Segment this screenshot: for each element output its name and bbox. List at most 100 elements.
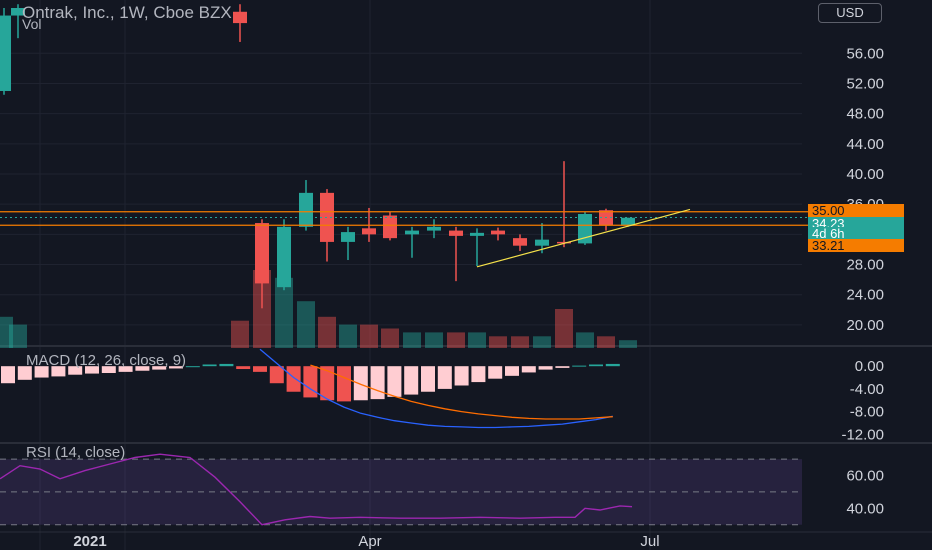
volume-bar [468,332,486,348]
rsi-band [0,458,802,526]
macd-histogram-bar [370,366,385,400]
volume-bar [360,324,378,348]
candle-body [11,8,25,16]
macd-histogram-bar [421,366,435,392]
macd-histogram-bar [152,366,167,370]
macd-histogram-bar [286,366,301,392]
time-axis: 2021 Apr Jul [73,533,659,550]
volume-bar [9,324,27,348]
macd-tick-label: -4.00 [850,381,884,398]
rsi-label[interactable]: RSI (14, close) [26,444,126,461]
macd-histogram-bar [572,365,587,367]
volume-bar [318,316,336,348]
volume-bar [511,336,529,348]
macd-histogram-bar [202,364,217,367]
volume-bars [0,270,637,348]
macd-tick-label: -12.00 [841,426,884,443]
macd-histogram-bar [454,366,469,386]
macd-histogram-bar [101,366,116,374]
macd-histogram-bar [219,363,234,367]
countdown-tag: 4d 6h [808,227,904,240]
price-tick-label: 48.00 [846,106,884,123]
volume-bar [576,332,594,348]
candle-body [578,213,592,244]
price-tick-label: 40.00 [846,166,884,183]
macd-label[interactable]: MACD (12, 26, close, 9) [26,352,187,369]
macd-histogram-bar [437,366,452,389]
candle-body [341,232,355,242]
candle-body [557,241,571,244]
macd-histogram-bar [589,364,603,367]
macd-tick-label: -8.00 [850,404,884,421]
resistance-price-tag: 35.00 [808,204,904,217]
horizontal-levels [0,211,808,226]
macd-histogram-bar [51,366,66,377]
volume-bar [275,277,293,348]
candle-body [427,226,441,231]
time-tick-label: 2021 [73,533,106,550]
candle-body [299,192,313,227]
macd-histogram-bar [404,366,419,395]
volume-bar [597,336,615,348]
volume-bar [425,332,443,348]
trendline-group [476,208,691,268]
rsi-line-group [0,453,633,526]
candle-body [449,230,463,236]
candle-body [255,223,269,284]
volume-bar [403,332,421,348]
candle-body [535,239,549,246]
rsi-line [0,453,633,526]
macd-line [259,348,613,429]
rsi-tick-label: 40.00 [846,500,884,517]
macd-histogram-bar [135,366,150,371]
macd-histogram-bar [185,366,200,368]
volume-bar [0,316,13,348]
candle-body [513,238,527,246]
volume-bar [447,332,465,348]
macd-histogram-bar [85,366,99,374]
macd-histogram-bar [337,366,351,402]
macd-histogram-bar [605,363,620,367]
candle-body [405,230,419,235]
macd-histogram-bar [118,366,133,372]
currency-selector[interactable]: USD [818,3,882,23]
candle-body [277,226,291,288]
volume-bar [381,328,399,348]
price-tick-label: 56.00 [846,45,884,62]
macd-histogram-bar [488,366,503,379]
candle-body [621,217,635,226]
volume-bar [619,340,637,348]
candle-body [491,230,505,235]
price-tick-label: 28.00 [846,257,884,274]
chart-title: Ontrak, Inc., 1W, Cboe BZX [22,3,232,22]
candle-body [362,228,376,235]
macd-histogram-bar [471,366,486,383]
volume-bar [231,320,249,348]
macd-histogram-bar [236,366,251,370]
support-price-tag: 33.21 [808,239,904,252]
candle-body [470,232,484,236]
volume-bar [253,270,271,348]
price-tick-label: 44.00 [846,136,884,153]
macd-histogram-bar [538,366,553,370]
macd-histogram-bar [169,366,183,369]
macd-histogram [1,363,620,402]
volume-bar [297,301,315,348]
volume-bar [555,309,573,348]
candle-body [233,11,247,24]
macd-histogram-bar [1,366,15,384]
volume-label: Vol [22,16,42,32]
time-tick-label: Jul [640,533,659,550]
time-tick-label: Apr [358,533,381,550]
last-price-tag: 34.23 [808,217,904,230]
candle-body [383,215,397,239]
macd-histogram-bar [555,366,570,368]
price-tick-label: 24.00 [846,287,884,304]
price-tick-label: 20.00 [846,317,884,334]
volume-bar [339,324,357,348]
macd-tick-label: 0.00 [855,358,884,375]
macd-histogram-bar [353,366,368,401]
macd-histogram-bar [521,366,536,373]
